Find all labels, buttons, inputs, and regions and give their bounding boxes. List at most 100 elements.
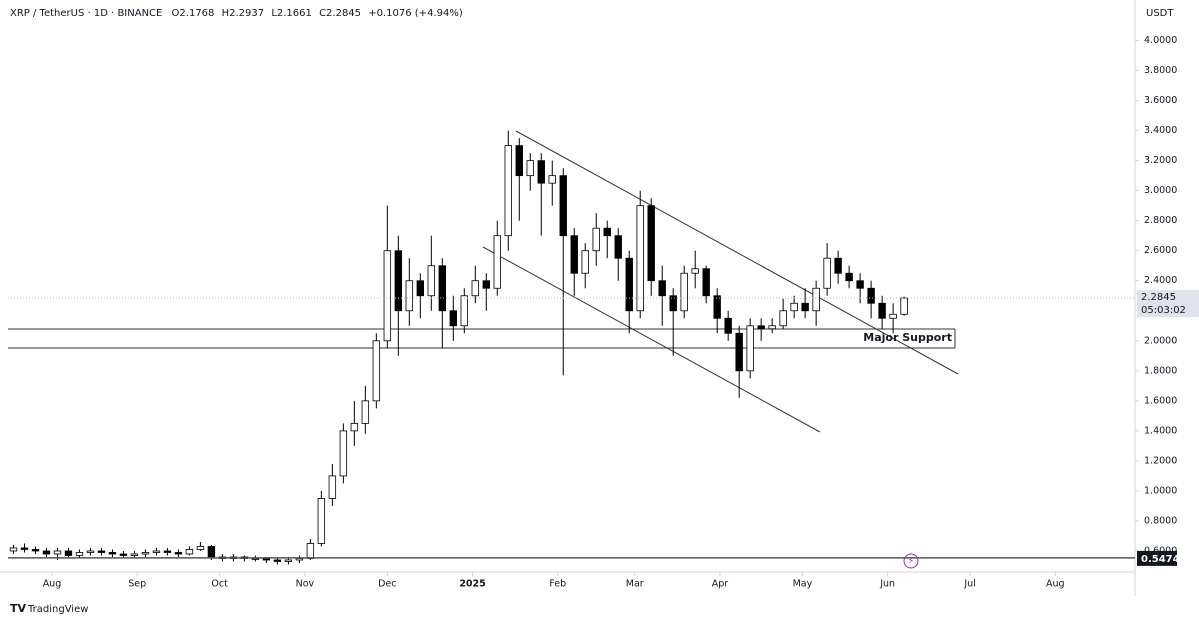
- candle-body: [361, 400, 370, 424]
- candle-body: [515, 145, 523, 177]
- candle-body: [636, 205, 644, 312]
- candle-body: [174, 552, 183, 555]
- candle-body: [449, 310, 458, 327]
- candle-body: [471, 280, 479, 297]
- candle-body: [834, 257, 842, 274]
- x-tick-label: Apr: [712, 579, 729, 590]
- candle-body: [31, 549, 40, 552]
- candle-body: [680, 272, 688, 312]
- candle-body: [647, 205, 655, 282]
- channel-lower: [482, 246, 821, 433]
- high-text: H2.2937: [222, 8, 265, 19]
- candle-body: [9, 547, 18, 552]
- candle-body: [746, 325, 754, 372]
- candle-body: [196, 546, 205, 550]
- candle-body: [317, 498, 326, 544]
- y-tick-label: 1.6000: [1144, 395, 1177, 406]
- y-tick-label: 1.0000: [1144, 485, 1177, 496]
- candle-body: [251, 558, 260, 560]
- candle-body: [64, 550, 73, 556]
- candle-body: [570, 235, 578, 274]
- candle-body: [438, 265, 447, 312]
- candle-body: [20, 547, 29, 550]
- x-tick-label: Sep: [128, 579, 146, 590]
- last-price-label: 2.2845: [1141, 292, 1176, 303]
- y-tick-label: 1.2000: [1144, 455, 1177, 466]
- candle-body: [207, 546, 216, 558]
- candle-body: [658, 280, 666, 297]
- x-tick-label: 2025: [459, 579, 485, 590]
- level-label: 0.5474: [1141, 554, 1180, 565]
- candle-body: [53, 550, 62, 555]
- candle-body: [603, 227, 611, 237]
- candle-body: [537, 160, 545, 184]
- y-tick-label: 3.2000: [1144, 155, 1177, 166]
- x-tick-label: Jun: [879, 579, 895, 590]
- x-tick-label: Nov: [296, 579, 315, 590]
- candle-body: [152, 550, 161, 553]
- candle-body: [416, 280, 425, 297]
- brand: TradingView: [27, 604, 88, 615]
- y-tick-label: 3.6000: [1144, 95, 1177, 106]
- y-tick-label: 1.4000: [1144, 425, 1177, 436]
- candle-body: [141, 552, 150, 555]
- candle-body: [75, 552, 84, 556]
- candle-body: [845, 272, 853, 282]
- candle-body: [867, 287, 875, 304]
- y-tick-label: 3.8000: [1144, 65, 1177, 76]
- candle-body: [559, 175, 567, 237]
- candle-body: [97, 550, 106, 553]
- x-tick-label: Oct: [211, 579, 228, 590]
- last-price-tag: [1137, 290, 1199, 318]
- header: XRP / TetherUS · 1D · BINANCE O2.1768 H2…: [10, 8, 463, 19]
- candle-body: [383, 250, 392, 342]
- candle-body: [394, 250, 403, 312]
- candle-body: [119, 553, 128, 556]
- candle-body: [108, 552, 117, 555]
- candle-body: [526, 160, 534, 177]
- candle-body: [130, 553, 139, 556]
- symbol: XRP / TetherUS · 1D · BINANCE: [10, 8, 162, 19]
- candle-body: [493, 235, 501, 289]
- candle-body: [163, 550, 172, 553]
- y-tick-label: 2.0000: [1144, 335, 1177, 346]
- y-tick-label: 1.8000: [1144, 365, 1177, 376]
- candle-body: [460, 295, 468, 327]
- logo: TV: [10, 602, 27, 615]
- candle-body: [757, 325, 765, 330]
- event-icon-glyph: ⚡: [908, 557, 914, 567]
- candle-body: [856, 280, 864, 289]
- x-tick-label: Aug: [1046, 579, 1065, 590]
- y-tick-label: 3.4000: [1144, 125, 1177, 136]
- y-tick-label: 2.6000: [1144, 245, 1177, 256]
- candle-body: [86, 550, 95, 553]
- candle-body: [823, 257, 831, 289]
- x-tick-label: Jul: [963, 579, 975, 590]
- candle-body: [614, 235, 622, 259]
- candle-body: [339, 430, 348, 477]
- candle-body: [669, 295, 677, 312]
- close-text: C2.2845: [319, 8, 361, 19]
- candle-body: [812, 287, 820, 312]
- candle-body: [625, 257, 633, 312]
- channel-upper: [515, 130, 959, 375]
- candle-body: [713, 295, 721, 319]
- y-tick-label: 2.4000: [1144, 275, 1177, 286]
- change-text: +0.1076 (+4.94%): [368, 8, 463, 19]
- y-tick-label: 0.8000: [1144, 515, 1177, 526]
- candle-body: [185, 549, 194, 555]
- candle-body: [702, 268, 710, 297]
- x-tick-label: May: [793, 579, 813, 590]
- level-tag: [1137, 550, 1177, 566]
- candle-body: [801, 302, 809, 312]
- candle-body: [581, 250, 589, 274]
- candle-body: [900, 297, 908, 315]
- candle-body: [295, 558, 304, 561]
- support-label: Major Support: [863, 331, 952, 344]
- candle-body: [427, 265, 436, 297]
- y-tick-label: 2.8000: [1144, 215, 1177, 226]
- candle-body: [735, 332, 743, 372]
- candle-body: [768, 325, 776, 330]
